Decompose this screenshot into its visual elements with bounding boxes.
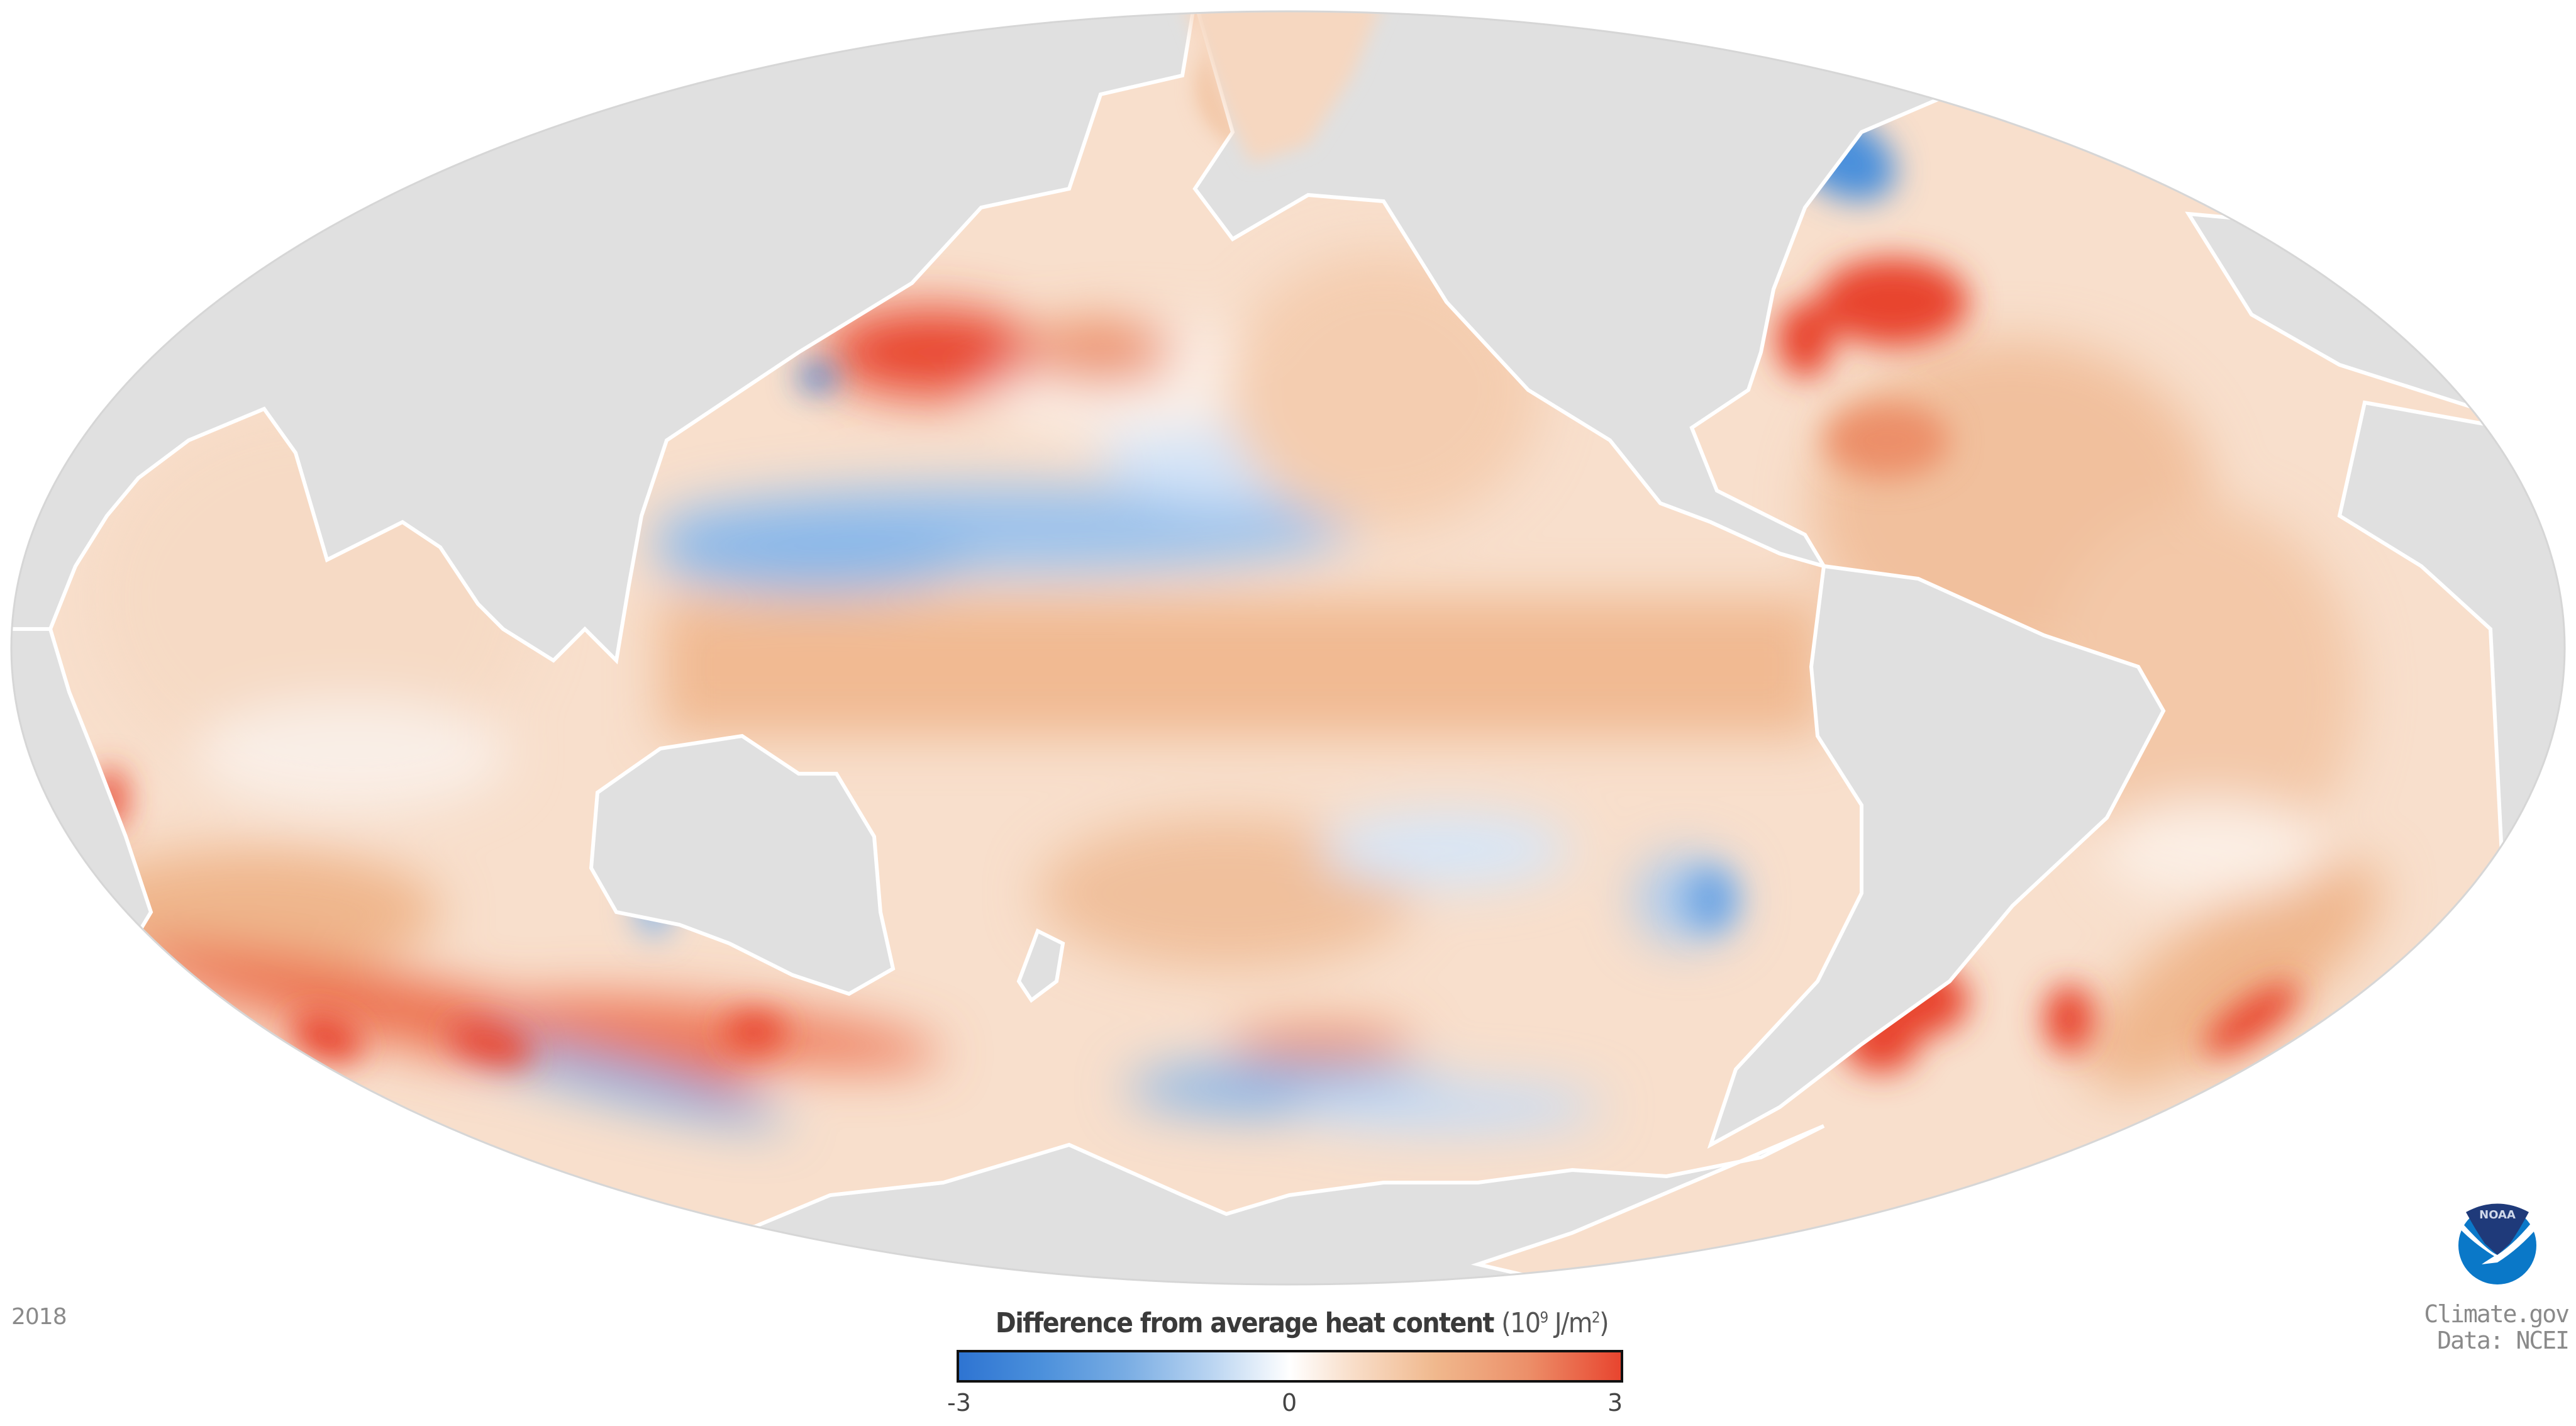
legend-title: Difference from average heat content (10… — [943, 1307, 1660, 1339]
colorbar-tick-min: -3 — [947, 1389, 971, 1417]
legend-units: (109 J/m2) — [1501, 1307, 1609, 1339]
ocean-heat-anomaly-map — [10, 10, 2566, 1286]
noaa-logo-icon: NOAA — [2458, 1203, 2538, 1284]
credit-source: Climate.gov — [2424, 1300, 2570, 1328]
year-label: 2018 — [11, 1304, 67, 1330]
credit-data: Data: NCEI — [2437, 1327, 2570, 1354]
anomaly-field — [63, 252, 2382, 1132]
colorbar — [957, 1350, 1623, 1383]
credits: Climate.gov Data: NCEI — [2424, 1300, 2570, 1354]
land-africa-west — [2337, 400, 2565, 948]
svg-text:NOAA: NOAA — [2479, 1208, 2516, 1222]
legend-title-text: Difference from average heat content — [995, 1307, 1495, 1339]
land-australia — [589, 733, 896, 996]
land-new-zealand — [1016, 928, 1065, 1003]
colorbar-tick-zero: 0 — [1282, 1389, 1297, 1417]
land-south-america — [1707, 564, 2166, 1149]
colorbar-tick-max: 3 — [1607, 1389, 1623, 1417]
globe-outline — [10, 10, 2566, 1286]
